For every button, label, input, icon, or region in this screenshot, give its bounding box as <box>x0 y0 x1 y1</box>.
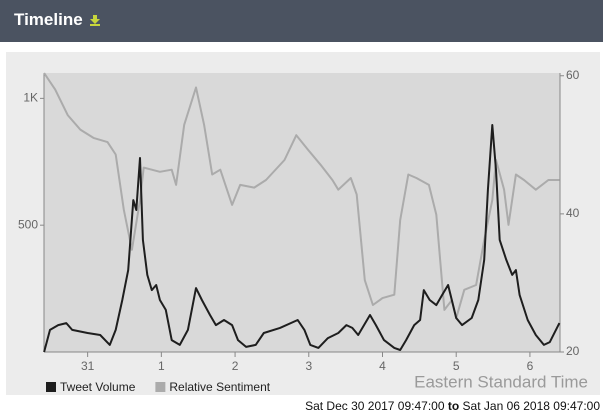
timezone-label: Eastern Standard Time <box>414 372 588 391</box>
header-bar: Timeline <box>0 0 603 42</box>
x-tick-label: 6 <box>527 359 534 373</box>
plot-area <box>44 73 560 352</box>
x-tick-label: 3 <box>305 359 312 373</box>
series-line <box>43 124 561 353</box>
legend-swatch <box>46 382 56 392</box>
legend-label: Tweet Volume <box>60 380 136 394</box>
legend-swatch <box>155 382 166 392</box>
y-tick-label: 500 <box>18 217 38 231</box>
x-tick-label: 2 <box>232 359 239 373</box>
range-separator: to <box>447 399 460 413</box>
download-icon[interactable] <box>89 14 101 26</box>
y2-tick-label: 20 <box>566 344 580 358</box>
y2-tick-label: 40 <box>566 206 580 220</box>
x-tick-label: 31 <box>81 359 95 373</box>
x-tick-label: 1 <box>158 359 165 373</box>
legend-label: Relative Sentiment <box>169 380 270 394</box>
range-end: Sat Jan 06 2018 09:47:00 <box>462 399 600 413</box>
range-start: Sat Dec 30 2017 09:47:00 <box>305 399 445 413</box>
title-text: Timeline <box>14 10 83 29</box>
y-tick-label: 1K <box>23 91 38 105</box>
y2-tick-label: 60 <box>566 68 580 82</box>
title: Timeline <box>14 10 101 30</box>
x-tick-label: 5 <box>453 359 460 373</box>
x-tick-label: 4 <box>379 359 386 373</box>
date-range: Sat Dec 30 2017 09:47:00 to Sat Jan 06 2… <box>305 399 600 413</box>
